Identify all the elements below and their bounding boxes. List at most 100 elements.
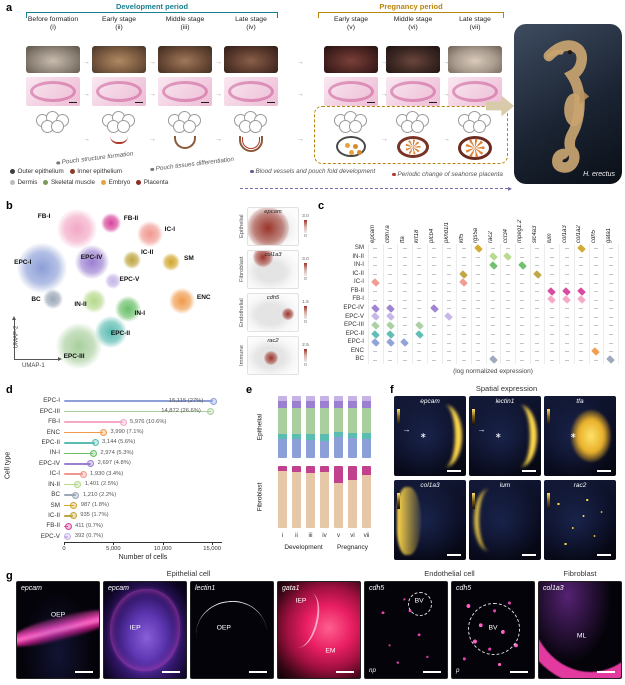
zero-expression-mark [402,316,407,318]
trunk-ring [51,120,64,133]
stage-numeral: (iii) [180,24,190,32]
spatial-tile-col1a3: col1a3 [394,480,466,560]
lollipop-line [64,473,84,475]
annotation-dot [392,172,396,177]
stack-segment-FB-I [306,473,315,528]
spatial-gene-label: lum [499,482,511,489]
panel-letter-c: c [318,200,325,212]
zero-expression-mark [432,299,437,301]
stack-segment-EPC-I [362,439,371,458]
lollipop-dot [64,522,72,530]
umap-cluster-label: EPC-IV [80,253,103,261]
condition-label: np [369,667,376,674]
gene-label: gata1 [605,227,612,243]
column-divider [456,244,457,364]
spatial-signal [503,405,537,467]
umap-cluster-IC-II [123,251,142,270]
cell-type-label: EPC-V [345,312,364,320]
arrow-icon: → [297,136,304,143]
spatial-gene-label: rac2 [573,482,587,489]
umap-cluster-label: BC [31,295,41,303]
zero-expression-mark [476,256,481,258]
column-divider [573,244,575,364]
zero-expression-mark [373,359,378,361]
legend-dot [101,180,107,185]
violin-mark [400,338,410,347]
zero-expression-mark [373,256,378,258]
zero-expression-mark [388,299,393,301]
arrow-icon: → [149,136,156,143]
pouch-photo [26,46,80,73]
umap-cluster-EPC-III [55,323,102,370]
trunk-ring [349,120,362,133]
zero-expression-mark [593,342,598,344]
zero-expression-mark [461,308,466,310]
zero-expression-mark [564,282,569,284]
spatial-colorbar [547,493,550,509]
zero-expression-mark [373,274,378,275]
histology-image [448,77,502,106]
zero-expression-mark [476,291,481,293]
y-axis-arrow [12,316,16,360]
zero-expression-mark [388,351,393,353]
zero-expression-mark [549,342,554,344]
zero-expression-mark [608,308,613,310]
stage-numeral: (iv) [246,24,256,32]
zero-expression-mark [476,316,481,318]
tissue-annotation: IEP [129,624,141,632]
stack-segment-EPC-II [348,432,357,439]
gene-label: krt18 [414,229,421,243]
scale-bar [429,101,437,103]
scale-bar [162,671,180,673]
tissue-annotation: OEP [216,624,231,632]
feature-plot-gene: rac2 [267,338,279,344]
zero-expression-mark [520,342,525,344]
feature-plot-colorbar: 1.5 0 [299,300,312,325]
x-tick-label: 15,000 [203,546,221,552]
lollipop-dot [64,533,72,541]
zero-expression-mark [388,274,393,275]
spatial-panel: Spatial expression epcam → ∗ lectin1 → ∗ tfa ∗ c… [388,382,625,568]
pouch-photo [386,46,440,73]
zero-expression-mark [564,342,569,344]
zero-expression-mark [432,256,437,258]
zero-expression-mark [579,316,584,318]
trunk-ring [411,120,424,133]
histology-image [92,77,146,106]
stacked-bar [348,396,357,458]
stack-segment-EPC-V [278,396,287,401]
stage-label: Before formation (i) [22,16,84,33]
feature-plot-signal [282,308,294,321]
panel-letter-d: d [6,384,13,396]
zero-expression-mark [549,351,554,353]
period-label-pregnancy: Pregnancy [336,544,369,551]
species-label: H. erectus [583,171,615,178]
pouch-shape [110,136,128,144]
cell-type-tick: IN-I [49,449,60,457]
lollipop-line [64,515,74,517]
feature-plot-canvas: col1a3 [247,250,299,289]
legend-item: Skeletal muscle [43,179,95,186]
feature-plot-canvas: rac2 [247,336,299,375]
legend-label: Dermis [17,179,38,186]
zero-expression-mark [593,256,598,258]
x-tick-label: 0 [62,546,66,552]
x-tick [64,542,65,545]
stack-segment-EPC-IV [348,400,357,409]
stage-column-7: Late stage (vii) [444,16,506,168]
zero-expression-mark [608,351,613,353]
umap-cluster-FB-II [100,212,121,233]
column-divider [470,244,472,364]
zero-expression-mark [417,265,422,267]
stacked-bar [348,466,357,528]
feature-plot-column: Epithelial epcam 3.0 0 Fibroblast col1a3 3.0 0 E… [238,206,314,378]
pouch-schematic [320,110,382,166]
micro-tile-lectin1-3: lectin1 OEP [190,581,274,679]
pouch-shape [336,136,366,157]
annotation-dot [56,161,60,165]
violin-mark [459,269,468,279]
lollipop-dot [69,512,77,520]
umap-cluster-EPC-IV [74,244,109,279]
zero-expression-mark [535,291,540,293]
colorbar-gradient [304,349,307,362]
